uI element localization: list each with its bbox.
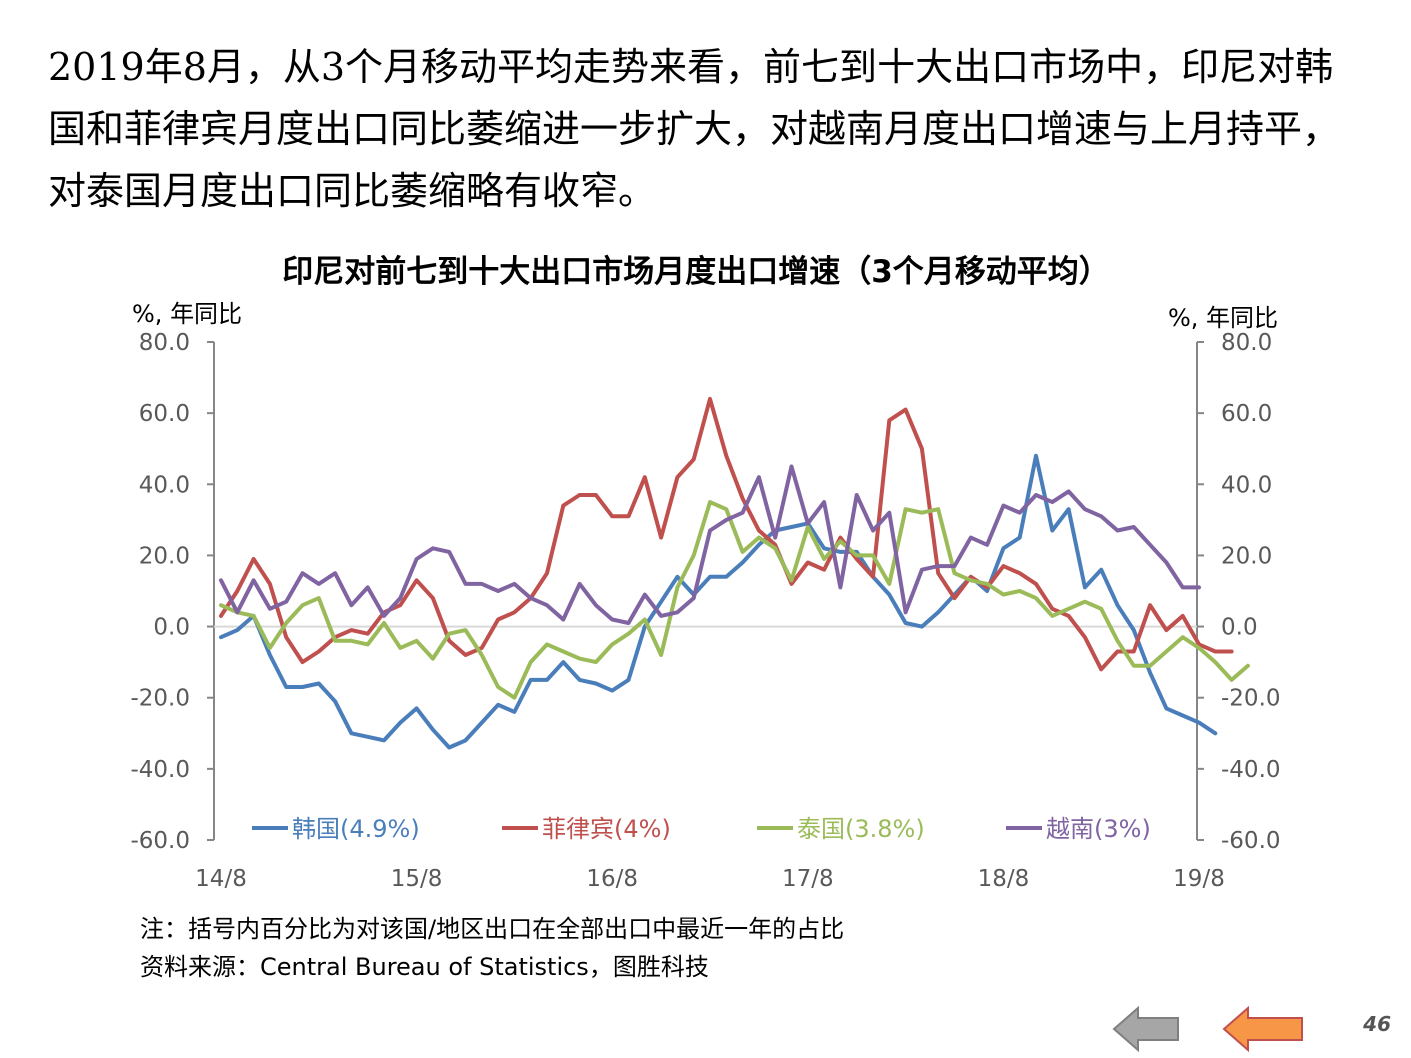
series-line-越南	[219, 464, 1201, 625]
y-tick-label-right: 0.0	[1221, 615, 1258, 641]
y-tick-label-left: 40.0	[139, 472, 190, 498]
legend-share: (3.8%)	[845, 815, 925, 843]
chart-note: 注：括号内百分比为对该国/地区出口在全部出口中最近一年的占比	[140, 915, 845, 943]
legend-name: 韩国	[292, 815, 340, 843]
legend-label-菲律宾: 菲律宾(4%)	[542, 815, 671, 843]
y-axis-left-unit: %, 年同比	[132, 300, 242, 328]
y-tick-label-right: -40.0	[1221, 757, 1281, 783]
chart-title: 印尼对前七到十大出口市场月度出口增速（3个月移动平均）	[282, 254, 1110, 290]
series-line-菲律宾	[219, 396, 1234, 672]
series-line-韩国	[219, 453, 1218, 750]
y-axis-right-unit: %, 年同比	[1168, 304, 1278, 332]
legend-name: 越南	[1046, 815, 1094, 843]
legend-label-泰国: 泰国(3.8%)	[797, 815, 925, 843]
x-tick-label: 17/8	[782, 866, 834, 892]
y-tick-label-left: 60.0	[139, 401, 190, 427]
legend-label-韩国: 韩国(4.9%)	[292, 815, 420, 843]
line-chart: 印尼对前七到十大出口市场月度出口增速（3个月移动平均）%, 年同比%, 年同比8…	[130, 254, 1281, 892]
legend-label-越南: 越南(3%)	[1046, 815, 1151, 843]
x-tick-label: 15/8	[391, 866, 443, 892]
legend-share: (4%)	[614, 815, 671, 843]
x-tick-label: 18/8	[978, 866, 1030, 892]
intro-paragraph: 2019年8月，从3个月移动平均走势来看，前七到十大出口市场中，印尼对韩国和菲律…	[48, 45, 1341, 213]
left-arrow-icon	[1222, 1006, 1303, 1052]
left-arrow-icon	[1112, 1006, 1179, 1052]
x-tick-label: 16/8	[586, 866, 638, 892]
y-tick-label-right: -60.0	[1221, 828, 1281, 854]
y-tick-label-right: 60.0	[1221, 401, 1272, 427]
y-tick-label-left: -40.0	[130, 757, 190, 783]
x-tick-label: 14/8	[195, 866, 247, 892]
legend-name: 菲律宾	[542, 815, 614, 843]
next-arrow-button[interactable]	[1222, 1006, 1306, 1052]
y-tick-label-left: 0.0	[153, 615, 190, 641]
series-line-泰国	[219, 500, 1250, 700]
chart-source: 资料来源：Central Bureau of Statistics，图胜科技	[140, 953, 709, 981]
page-number: 46	[1363, 1012, 1391, 1036]
y-tick-label-left: -60.0	[130, 828, 190, 854]
y-tick-label-right: -20.0	[1221, 686, 1281, 712]
y-tick-label-left: -20.0	[130, 686, 190, 712]
prev-arrow-button[interactable]	[1112, 1006, 1182, 1052]
y-tick-label-right: 20.0	[1221, 543, 1272, 569]
y-tick-label-left: 80.0	[139, 330, 190, 356]
legend-share: (3%)	[1094, 815, 1151, 843]
y-tick-label-left: 20.0	[139, 543, 190, 569]
y-tick-label-right: 40.0	[1221, 472, 1272, 498]
y-tick-label-right: 80.0	[1221, 330, 1272, 356]
legend-name: 泰国	[797, 815, 845, 843]
legend-share: (4.9%)	[340, 815, 420, 843]
x-tick-label: 19/8	[1173, 866, 1225, 892]
